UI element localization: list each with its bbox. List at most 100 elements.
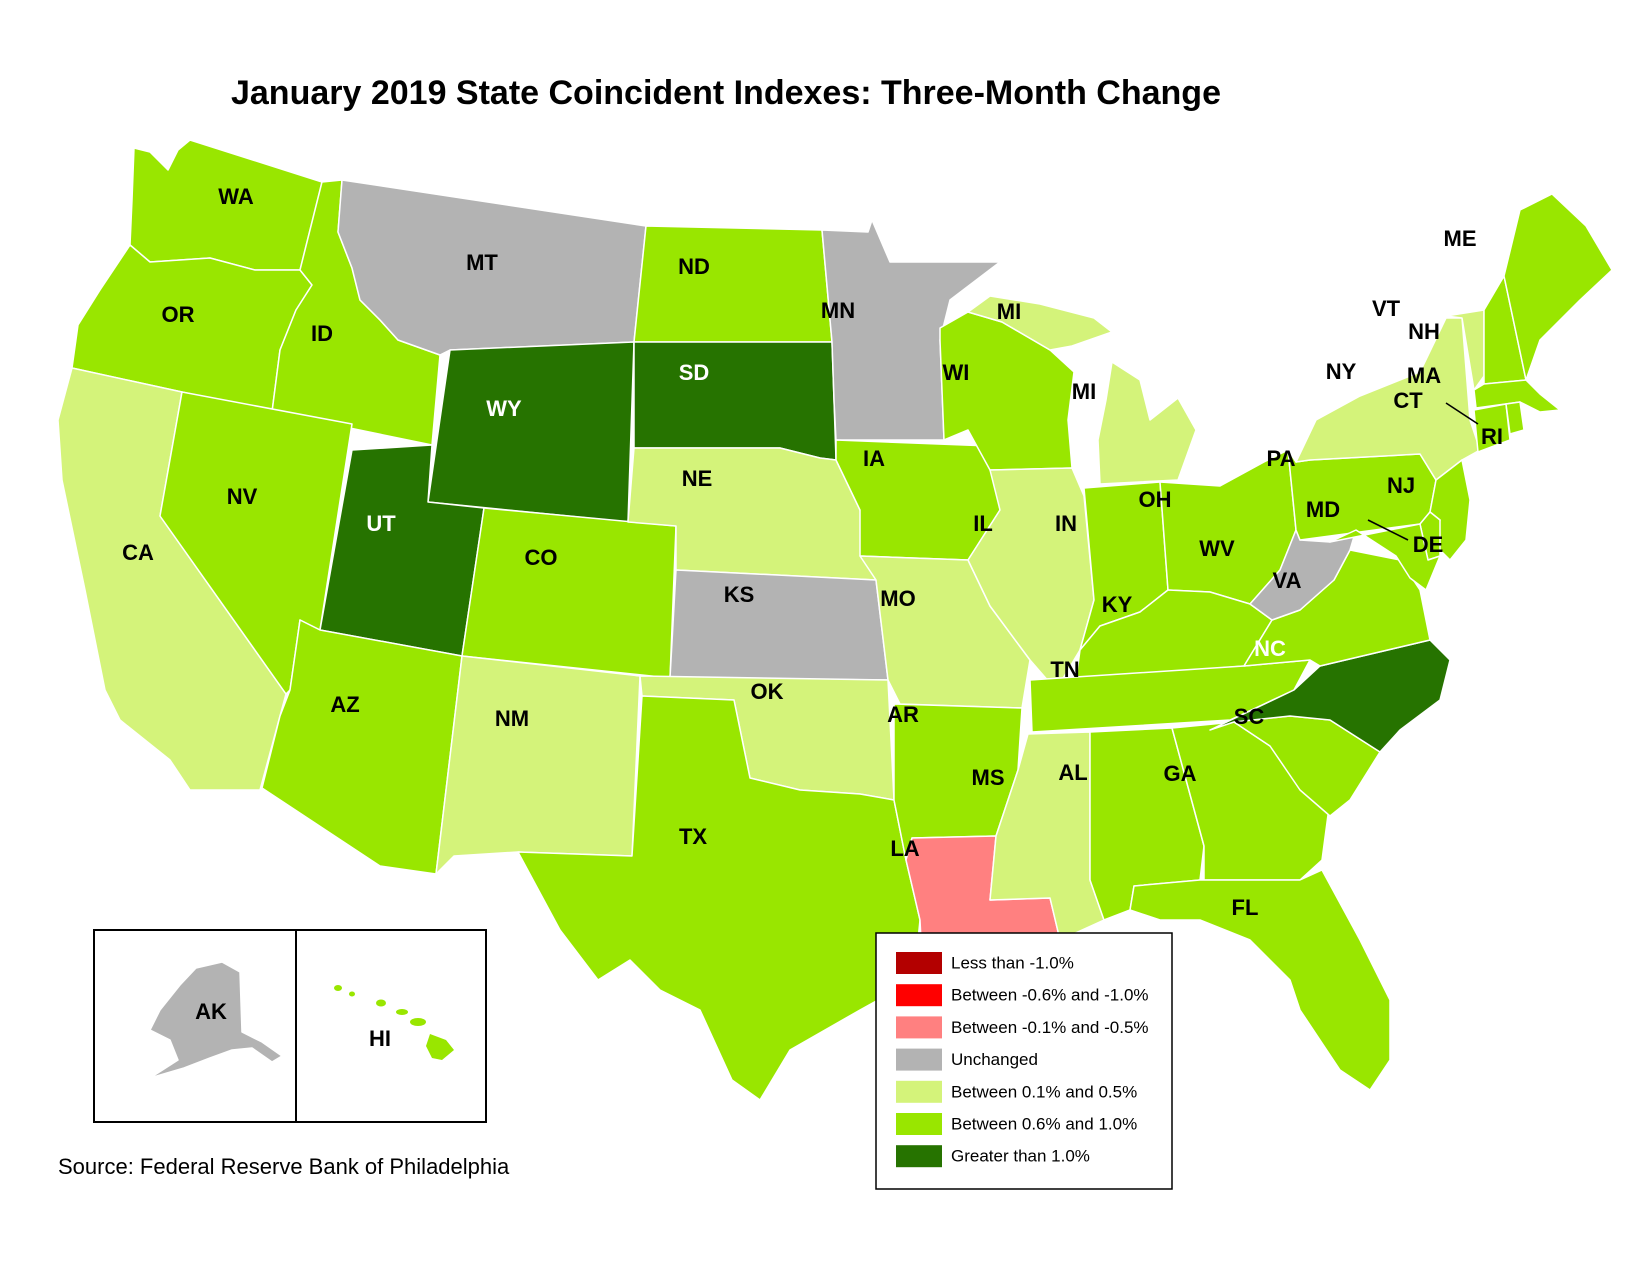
state-NM — [435, 655, 641, 875]
state-CO — [461, 507, 677, 679]
label-MI-upper: MI — [997, 299, 1021, 324]
legend-swatch-neg06_10 — [896, 984, 942, 1007]
label-LA: LA — [890, 836, 919, 861]
state-MD — [1329, 523, 1441, 591]
label-HI: HI — [369, 1026, 391, 1051]
label-OK: OK — [751, 679, 784, 704]
label-WY: WY — [486, 396, 522, 421]
label-VA: VA — [1273, 568, 1302, 593]
label-NM: NM — [495, 706, 529, 731]
label-OR: OR — [162, 302, 195, 327]
hi-island-3 — [376, 999, 386, 1007]
label-NJ: NJ — [1387, 473, 1415, 498]
hi-island-6 — [426, 1034, 454, 1060]
label-CT: CT — [1393, 388, 1423, 413]
label-MS: MS — [972, 765, 1005, 790]
label-VT: VT — [1372, 296, 1401, 321]
label-CO: CO — [525, 545, 558, 570]
label-GA: GA — [1164, 761, 1197, 786]
label-MN: MN — [821, 298, 855, 323]
legend: Less than -1.0% Between -0.6% and -1.0% Be… — [875, 932, 1173, 1190]
legend-label-unchanged: Unchanged — [951, 1050, 1038, 1069]
legend-label-neg01_05: Between -0.1% and -0.5% — [951, 1018, 1149, 1037]
state-TX — [517, 695, 921, 1101]
label-PA: PA — [1267, 446, 1296, 471]
state-ND — [633, 225, 833, 343]
state-IA — [835, 439, 1001, 561]
legend-swatch-unchanged — [896, 1048, 942, 1071]
legend-label-pos06_10: Between 0.6% and 1.0% — [951, 1114, 1137, 1133]
label-NY: NY — [1326, 359, 1357, 384]
state-MA — [1473, 379, 1561, 413]
label-ND: ND — [678, 254, 710, 279]
label-AK: AK — [195, 999, 227, 1024]
legend-items: Less than -1.0% Between -0.6% and -1.0% Be… — [896, 952, 1149, 1168]
label-KY: KY — [1102, 592, 1133, 617]
state-CT — [1473, 403, 1511, 453]
label-WI: WI — [943, 360, 970, 385]
label-MT: MT — [466, 250, 498, 275]
map-title: January 2019 State Coincident Indexes: T… — [231, 74, 1221, 112]
states-layer — [57, 139, 1613, 1101]
label-AL: AL — [1058, 760, 1087, 785]
label-OH: OH — [1139, 487, 1172, 512]
label-NC: NC — [1254, 636, 1286, 661]
label-MI-lower: MI — [1072, 379, 1096, 404]
legend-swatch-pos01_05 — [896, 1080, 942, 1103]
label-KS: KS — [724, 582, 755, 607]
legend-label-neg06_10: Between -0.6% and -1.0% — [951, 986, 1149, 1005]
state-SD — [633, 341, 837, 461]
state-WY — [427, 341, 635, 523]
inset-panel: AK HI — [93, 929, 487, 1123]
label-AR: AR — [887, 702, 919, 727]
state-ME — [1503, 193, 1613, 381]
label-TN: TN — [1050, 657, 1079, 682]
label-WA: WA — [218, 184, 254, 209]
state-MS — [989, 731, 1105, 941]
label-SD: SD — [679, 360, 710, 385]
label-UT: UT — [366, 511, 396, 536]
label-WV: WV — [1199, 536, 1235, 561]
state-MN — [821, 219, 1001, 441]
state-labels: WA OR CA ID NV MT WY UT AZ CO NM ND SD N… — [122, 184, 1503, 920]
state-RI — [1505, 401, 1525, 435]
label-RI: RI — [1481, 424, 1503, 449]
state-KS — [669, 569, 889, 681]
label-FL: FL — [1232, 895, 1259, 920]
label-AZ: AZ — [330, 692, 359, 717]
label-MO: MO — [880, 586, 915, 611]
label-DE: DE — [1413, 532, 1444, 557]
label-ID: ID — [311, 321, 333, 346]
hi-island-1 — [334, 985, 342, 991]
state-MI-upper — [967, 295, 1113, 351]
label-SC: SC — [1234, 704, 1265, 729]
hi-island-2 — [349, 991, 355, 997]
state-HI — [334, 985, 454, 1060]
label-CA: CA — [122, 540, 154, 565]
source-note: Source: Federal Reserve Bank of Philadel… — [58, 1154, 510, 1179]
leader-RI — [1445, 402, 1479, 425]
leader-DE — [1367, 519, 1409, 541]
legend-label-lt_neg1: Less than -1.0% — [951, 953, 1074, 972]
hi-island-5 — [410, 1018, 426, 1026]
legend-swatch-neg01_05 — [896, 1016, 942, 1039]
label-TX: TX — [679, 824, 707, 849]
legend-label-gt1: Greater than 1.0% — [951, 1147, 1090, 1166]
label-MA: MA — [1407, 363, 1441, 388]
state-FL — [1129, 869, 1391, 1091]
label-NV: NV — [227, 484, 258, 509]
hi-island-4 — [396, 1009, 408, 1015]
state-VT — [1445, 309, 1485, 391]
legend-swatch-gt1 — [896, 1145, 942, 1168]
legend-swatch-pos06_10 — [896, 1113, 942, 1135]
label-MD: MD — [1306, 497, 1340, 522]
label-NE: NE — [682, 466, 713, 491]
state-NC — [1209, 639, 1451, 753]
label-IA: IA — [863, 446, 885, 471]
legend-swatch-lt_neg1 — [896, 952, 942, 974]
state-AK — [149, 961, 283, 1079]
legend-label-pos01_05: Between 0.1% and 0.5% — [951, 1082, 1137, 1101]
label-IL: IL — [973, 511, 993, 536]
label-ME: ME — [1444, 226, 1477, 251]
